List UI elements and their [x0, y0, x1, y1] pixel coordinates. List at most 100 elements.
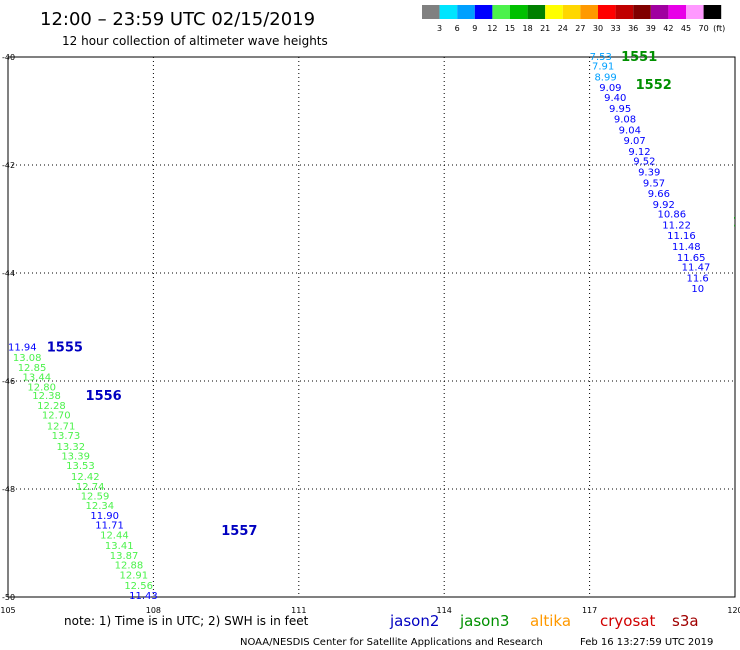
color-scale-swatch — [615, 5, 634, 19]
wave-height-values: 7.537.918.999.099.409.959.089.049.079.12… — [8, 52, 710, 602]
color-scale-label: 12 — [487, 24, 497, 33]
satellite-legend: jason2 jason3 altika cryosat s3a — [389, 612, 699, 630]
color-scale-label: 9 — [472, 24, 477, 33]
chart-subtitle: 12 hour collection of altimeter wave hei… — [62, 34, 328, 48]
wave-height-label: 11.6 — [687, 273, 709, 284]
color-scale-swatch — [668, 5, 686, 19]
wave-height-label: 9.08 — [614, 115, 636, 126]
wave-height-label: 9.12 — [628, 147, 650, 158]
color-scale-label: 27 — [575, 24, 585, 33]
wave-height-label: 12.42 — [71, 472, 100, 483]
color-scale-swatch — [439, 5, 458, 19]
color-scale-swatch — [492, 5, 510, 19]
pass-number-label: 1 — [733, 216, 740, 231]
color-scale-label: 15 — [505, 24, 515, 33]
color-scale-swatch — [562, 5, 581, 19]
wave-height-label: 7.91 — [592, 62, 614, 73]
pass-number-label: 1552 — [636, 78, 672, 93]
chart-title: 12:00 – 23:59 UTC 02/15/2019 — [40, 9, 315, 30]
wave-height-label: 13.87 — [110, 551, 139, 562]
footer-timestamp: Feb 16 13:27:59 UTC 2019 — [580, 637, 713, 648]
wave-height-label: 12.59 — [81, 491, 110, 502]
color-scale-label: 36 — [628, 24, 638, 33]
wave-height-label: 13.53 — [66, 461, 95, 472]
color-scale-swatch — [510, 5, 528, 19]
legend-jason3: jason3 — [459, 612, 509, 630]
pass-number-label: 1551 — [621, 50, 657, 65]
color-scale-swatch — [580, 5, 598, 19]
color-scale-label: 39 — [646, 24, 656, 33]
wave-height-label: 11.71 — [95, 521, 124, 532]
color-scale-label: 33 — [611, 24, 621, 33]
wave-height-label: 9.66 — [648, 189, 670, 200]
y-tick-label: -48 — [2, 485, 15, 494]
color-scale-label: 21 — [540, 24, 550, 33]
wave-height-label: 11.48 — [672, 242, 701, 253]
color-scale-label: 18 — [523, 24, 533, 33]
pass-number-label: 1556 — [86, 389, 122, 404]
wave-height-label: 12.28 — [37, 401, 66, 412]
color-scale-label: 30 — [593, 24, 603, 33]
y-tick-label: -44 — [2, 269, 15, 278]
wave-height-label: 12.80 — [27, 382, 56, 393]
wave-height-label: 13.44 — [23, 373, 52, 384]
wave-height-label: 8.99 — [594, 72, 616, 83]
y-tick-label: -46 — [2, 377, 15, 386]
wave-height-label: 12.70 — [42, 410, 71, 421]
axis-tick-labels: 105 108 111 114 117 120 -40 -42 -44 -46 -48 -50 — [0, 53, 740, 615]
wave-height-label: 13.08 — [13, 353, 42, 364]
color-scale-swatch — [598, 5, 616, 19]
wave-height-label: 10 — [691, 284, 704, 295]
wave-height-label: 9.04 — [619, 125, 641, 136]
y-tick-label: -40 — [2, 53, 15, 62]
color-scale-label: 70 — [699, 24, 709, 33]
wave-height-label: 11.22 — [662, 220, 691, 231]
color-scale-swatch — [545, 5, 563, 19]
wave-height-label: 12.71 — [47, 421, 76, 432]
color-scale-label: 3 — [437, 24, 442, 33]
x-tick-label: 117 — [582, 606, 597, 615]
wave-height-label: 12.85 — [18, 363, 47, 374]
wave-height-label: 11.94 — [8, 342, 37, 353]
wave-height-label: 12.34 — [86, 501, 115, 512]
wave-height-label: 12.74 — [76, 482, 105, 493]
wave-height-label: 9.40 — [604, 93, 626, 104]
legend-jason2: jason2 — [389, 612, 439, 630]
y-tick-label: -50 — [2, 593, 15, 602]
color-scale-label: 24 — [558, 24, 568, 33]
units-note: note: 1) Time is in UTC; 2) SWH is in fe… — [64, 614, 309, 628]
x-tick-label: 114 — [437, 606, 452, 615]
color-scale-swatch — [686, 5, 704, 19]
color-scale-label: 42 — [663, 24, 673, 33]
x-tick-label: 120 — [727, 606, 740, 615]
color-scale-swatch — [650, 5, 669, 19]
pass-number-label: 1555 — [47, 340, 83, 355]
wave-height-label: 9.92 — [653, 200, 675, 211]
wave-height-label: 12.56 — [124, 581, 153, 592]
plot-frame — [7, 56, 736, 598]
wave-height-label: 13.41 — [105, 541, 134, 552]
legend-s3a: s3a — [672, 612, 699, 630]
pass-number-label: 1557 — [221, 524, 257, 539]
wave-height-label: 11.65 — [677, 253, 706, 264]
wave-height-label: 12.91 — [119, 570, 148, 581]
color-scale-swatch — [703, 5, 722, 19]
wave-height-label: 9.95 — [609, 104, 631, 115]
wave-height-label: 11.43 — [129, 591, 158, 602]
color-scale-label: 6 — [455, 24, 460, 33]
color-scale-swatch — [422, 5, 440, 19]
color-scale-unit: (ft) — [713, 24, 725, 33]
wave-height-label: 9.39 — [638, 167, 660, 178]
pass-number-labels: 1551 1552 1 1555 1556 1557 — [47, 50, 740, 539]
color-scale-swatch — [457, 5, 475, 19]
wave-height-label: 9.07 — [624, 136, 646, 147]
legend-altika: altika — [530, 612, 571, 630]
wave-height-label: 12.88 — [115, 561, 144, 572]
color-scale-legend: 3 6 9 12 15 18 21 24 27 30 33 36 39 42 45 70 (ft) — [422, 5, 725, 33]
color-scale-swatch — [527, 5, 546, 19]
wave-height-label: 13.39 — [61, 452, 90, 463]
wave-height-label: 13.32 — [56, 442, 85, 453]
color-scale-swatch — [633, 5, 651, 19]
